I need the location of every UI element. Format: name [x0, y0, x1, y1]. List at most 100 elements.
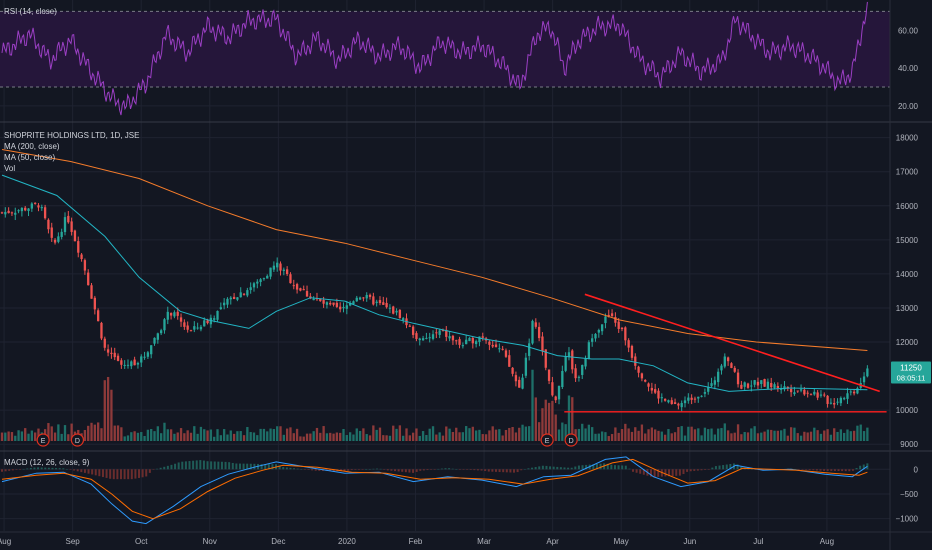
volume-bar — [411, 432, 415, 441]
price-axis-label: 12000 — [896, 338, 919, 347]
candle-body — [103, 338, 106, 348]
volume-bar — [418, 435, 421, 441]
volume-bar — [33, 432, 37, 441]
rsi-title[interactable]: RSI (14, close) — [4, 6, 57, 17]
rsi-title-text[interactable]: RSI (14, close) — [4, 7, 57, 16]
volume-bar — [87, 425, 90, 441]
volume-bar — [169, 429, 173, 441]
volume-bar — [133, 431, 136, 441]
macd-histogram-bar — [635, 469, 638, 473]
volume-bar — [584, 428, 587, 441]
volume-bar — [710, 428, 713, 441]
candle-body — [203, 320, 206, 327]
macd-histogram-bar — [595, 463, 598, 470]
macd-histogram-bar — [541, 465, 544, 470]
macd-histogram-bar — [466, 469, 469, 470]
volume-bar — [776, 430, 780, 441]
candle-body — [47, 219, 50, 230]
volume-bar — [521, 424, 524, 441]
candle-body — [524, 357, 528, 376]
volume-bars — [0, 369, 869, 441]
volume-bar — [219, 435, 222, 441]
macd-title-text[interactable]: MACD (12, 26, close, 9) — [4, 458, 90, 467]
candle-body — [219, 307, 222, 310]
volume-bar — [693, 429, 697, 441]
macd-title[interactable]: MACD (12, 26, close, 9) — [4, 457, 89, 468]
volume-bar — [726, 430, 730, 441]
volume-bar — [325, 433, 329, 441]
volume-bar — [581, 423, 584, 441]
macd-histogram-bar — [513, 469, 516, 473]
candle-body — [597, 330, 600, 333]
time-axis[interactable]: Aug Sep Oct Nov Dec 2020 Feb Mar Apr May Jun Jul Aug — [0, 537, 834, 546]
volume-bar — [136, 432, 140, 441]
volume-bar — [70, 423, 73, 441]
volume-bar — [793, 427, 796, 441]
legend-volume[interactable]: Vol — [4, 164, 16, 173]
volume-bar — [402, 435, 405, 441]
macd-histogram-bar — [249, 463, 252, 470]
candle-body — [10, 212, 14, 214]
macd-histogram-bar — [307, 469, 310, 470]
macd-histogram-bar — [484, 469, 487, 472]
volume-bar — [342, 428, 345, 441]
macd-histogram-bar — [379, 468, 382, 470]
candle-body — [163, 319, 166, 331]
volume-bar — [789, 427, 793, 441]
macd-histogram-bar — [487, 469, 490, 472]
macd-histogram-bar — [707, 469, 710, 470]
candle-body — [481, 336, 484, 338]
candle-body — [793, 392, 796, 395]
volume-bar — [799, 435, 803, 441]
macd-histogram-bar — [220, 461, 223, 470]
candle-body — [491, 344, 494, 347]
price-axis[interactable]: 18000 17000 16000 15000 14000 13000 12000 10000… — [896, 26, 919, 523]
macd-histogram-bar — [1, 469, 3, 472]
candle-body — [73, 230, 77, 242]
volume-bar — [203, 429, 206, 441]
volume-bar — [276, 426, 279, 441]
volume-bar — [150, 429, 153, 441]
volume-bar — [627, 428, 630, 441]
volume-bar — [312, 431, 315, 441]
legend-ma200[interactable]: MA (200, close) — [4, 142, 60, 151]
volume-bar — [239, 431, 242, 441]
candle-body — [630, 345, 634, 358]
candle-body — [60, 231, 63, 237]
price-axis-label: 18000 — [896, 134, 919, 143]
macd-histogram-bar — [192, 460, 195, 470]
candle-body — [816, 392, 819, 398]
volume-bar — [358, 430, 362, 441]
legend-ma50[interactable]: MA (50, close) — [4, 153, 56, 162]
candle-body — [295, 284, 299, 290]
candle-body — [571, 350, 574, 370]
macd-histogram-bar — [509, 469, 512, 473]
macd-histogram-bar — [725, 464, 728, 470]
volume-bar — [156, 426, 159, 441]
macd-histogram-bar — [29, 468, 32, 470]
candle-body — [133, 359, 136, 366]
symbol-title[interactable]: SHOPRITE HOLDINGS LTD, 1D, JSE — [4, 131, 140, 140]
volume-bar — [567, 395, 571, 441]
candle-body — [862, 376, 866, 383]
candle-body — [846, 393, 849, 399]
macd-histogram-bar — [678, 469, 681, 476]
macd-histogram-bar — [11, 469, 14, 471]
volume-bar — [617, 432, 620, 441]
candle-body — [229, 297, 232, 300]
event-marker — [36, 433, 50, 447]
macd-histogram-bar — [394, 469, 397, 472]
macd-histogram-bar — [797, 469, 800, 470]
macd-histogram-bar — [437, 468, 440, 470]
macd-histogram-bar — [801, 469, 804, 470]
candle-body — [285, 269, 289, 275]
volume-bar — [544, 399, 547, 441]
time-axis-label: Feb — [409, 537, 423, 546]
candle-body — [166, 311, 169, 320]
volume-bar — [849, 431, 852, 441]
macd-histogram-bar — [520, 469, 523, 471]
volume-bar — [113, 425, 116, 441]
time-axis-label: Jul — [753, 537, 763, 546]
macd-histogram-bar — [577, 465, 580, 470]
macd-histogram-bar — [736, 464, 739, 470]
